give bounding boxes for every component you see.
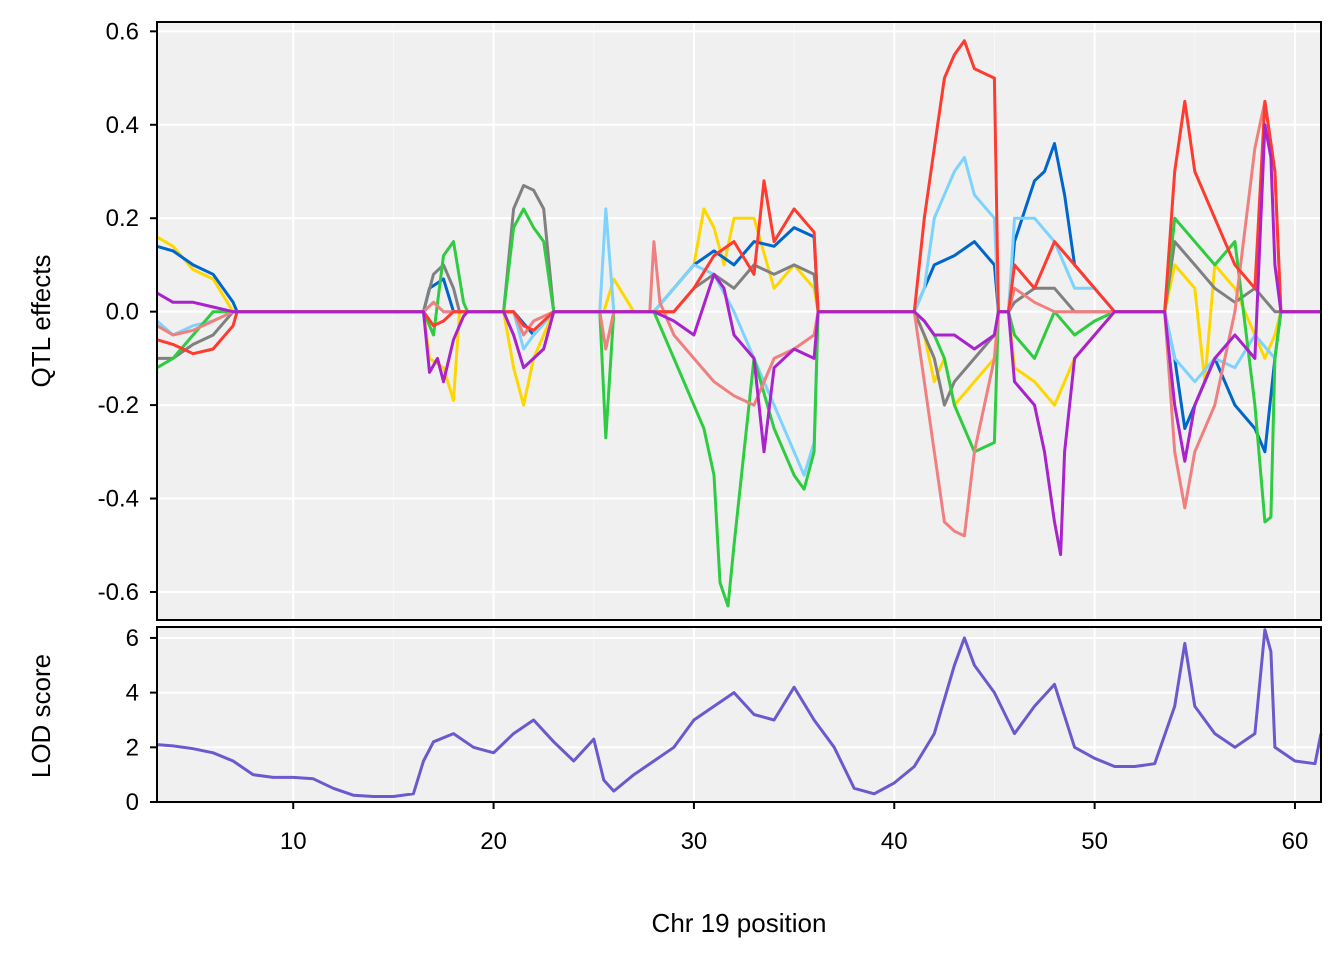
y-tick-label: 0.4 [106,112,139,139]
lod-series-group [156,628,1323,798]
effects-plot-frame [156,21,1322,621]
y-tick-label: 2 [126,734,139,761]
x-tick-label: 50 [1081,828,1108,855]
y-tick-label: 0 [126,789,139,816]
series-line-1 [156,142,1321,454]
lod-plot-background [157,627,1321,802]
lod-y-ticks: 0 2 4 6 [126,625,157,816]
lod-y-axis-title: LOD score [26,654,56,778]
y-tick-label: 4 [126,680,139,707]
series-line-7 [156,123,1321,557]
series-line-6 [156,39,1321,356]
series-line-5 [156,99,1321,538]
x-ticks: 10 20 30 40 50 60 [280,802,1308,855]
x-tick-label: 30 [681,828,708,855]
x-tick-label: 40 [881,828,908,855]
y-tick-label: -0.6 [98,579,139,606]
y-tick-label: 0.0 [106,299,139,326]
y-tick-label: 0.2 [106,205,139,232]
lod-panel: 0 2 4 6 LOD score [26,625,1323,816]
effects-series-group [156,39,1321,608]
effects-y-axis-title: QTL effects [26,255,56,388]
x-axis-title: Chr 19 position [652,908,827,938]
x-tick-label: 10 [280,828,307,855]
y-tick-label: -0.4 [98,486,139,513]
lod-plot-frame [156,626,1322,803]
y-tick-label: -0.2 [98,392,139,419]
effects-panel: 0.6 0.4 0.2 0.0 -0.2 -0.4 -0.6 QTL effects [26,18,1322,621]
x-tick-label: 60 [1282,828,1309,855]
y-tick-label: 6 [126,625,139,652]
series-line-0 [156,628,1323,798]
y-tick-label: 0.6 [106,18,139,45]
effects-y-ticks: 0.6 0.4 0.2 0.0 -0.2 -0.4 -0.6 [98,18,157,606]
x-tick-label: 20 [480,828,507,855]
